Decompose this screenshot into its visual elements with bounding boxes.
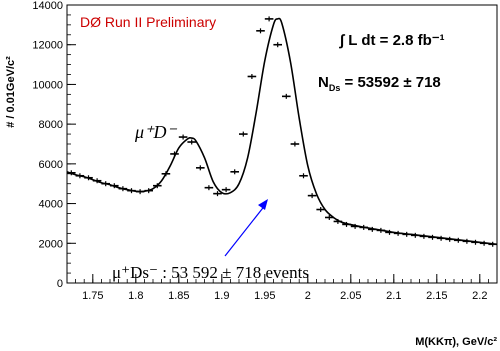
y-tick-label: 2000: [39, 238, 63, 250]
yield-n: N: [318, 74, 329, 91]
data-point: [221, 187, 231, 193]
y-tick-label: 6000: [39, 159, 63, 171]
yield-label: NDs = 53592 ± 718: [318, 74, 441, 93]
data-point: [230, 169, 239, 175]
y-axis: 0 2000 4000 6000 8000 10000 12000 14000: [32, 0, 76, 290]
x-axis: 1.75 1.8 1.85 1.9 1.95 2 2.05 2.1 2.15 2.2: [66, 274, 498, 302]
data-point: [290, 141, 300, 147]
annotation-arrow: [224, 203, 267, 257]
x-tick-label: 1.85: [168, 290, 189, 302]
y-tick-label: 0: [57, 278, 63, 290]
x-axis-label: M(KKπ), GeV/c²: [415, 336, 497, 348]
luminosity-label: ∫ L dt = 2.8 fb⁻¹: [339, 32, 445, 49]
data-point: [256, 28, 265, 34]
x-tick-label: 1.9: [214, 290, 229, 302]
fit-curve: [66, 17, 498, 246]
peak2-label: μ⁺Ds⁻ : 53 592 ± 718 events: [112, 263, 309, 282]
data-point: [264, 16, 274, 22]
data-point: [282, 93, 291, 99]
y-tick-label: 10000: [32, 79, 63, 91]
x-tick-label: 2.15: [426, 290, 447, 302]
yield-value: = 53592 ± 718: [340, 74, 440, 91]
y-tick-label: 12000: [32, 40, 63, 52]
data-point: [213, 191, 222, 197]
data-point: [247, 73, 257, 79]
data-point: [299, 173, 308, 179]
data-point: [178, 134, 188, 140]
x-tick-label: 1.95: [254, 290, 275, 302]
yield-subscript: Ds: [329, 83, 341, 93]
data-points: [67, 16, 497, 247]
data-point: [239, 131, 248, 137]
data-point: [307, 193, 317, 199]
chart-title: DØ Run II Preliminary: [80, 14, 216, 30]
peak1-label: μ⁺D⁻: [134, 122, 178, 142]
data-point: [316, 207, 325, 213]
data-point: [187, 139, 196, 145]
data-point: [196, 165, 205, 171]
x-tick-label: 1.8: [128, 290, 143, 302]
x-tick-label: 2.05: [340, 290, 361, 302]
x-tick-label: 2.2: [472, 290, 487, 302]
y-tick-label: 8000: [39, 119, 63, 131]
data-point: [325, 214, 334, 220]
annotation-arrowhead: [258, 199, 268, 210]
data-point: [204, 185, 214, 191]
x-tick-label: 2: [305, 290, 311, 302]
data-point: [273, 42, 282, 48]
y-tick-label: 4000: [39, 199, 63, 211]
x-tick-label: 1.75: [82, 290, 103, 302]
y-axis-label: # / 0.01GeV/c²: [5, 56, 17, 128]
y-tick-label: 14000: [32, 0, 63, 12]
x-tick-label: 2.1: [386, 290, 401, 302]
